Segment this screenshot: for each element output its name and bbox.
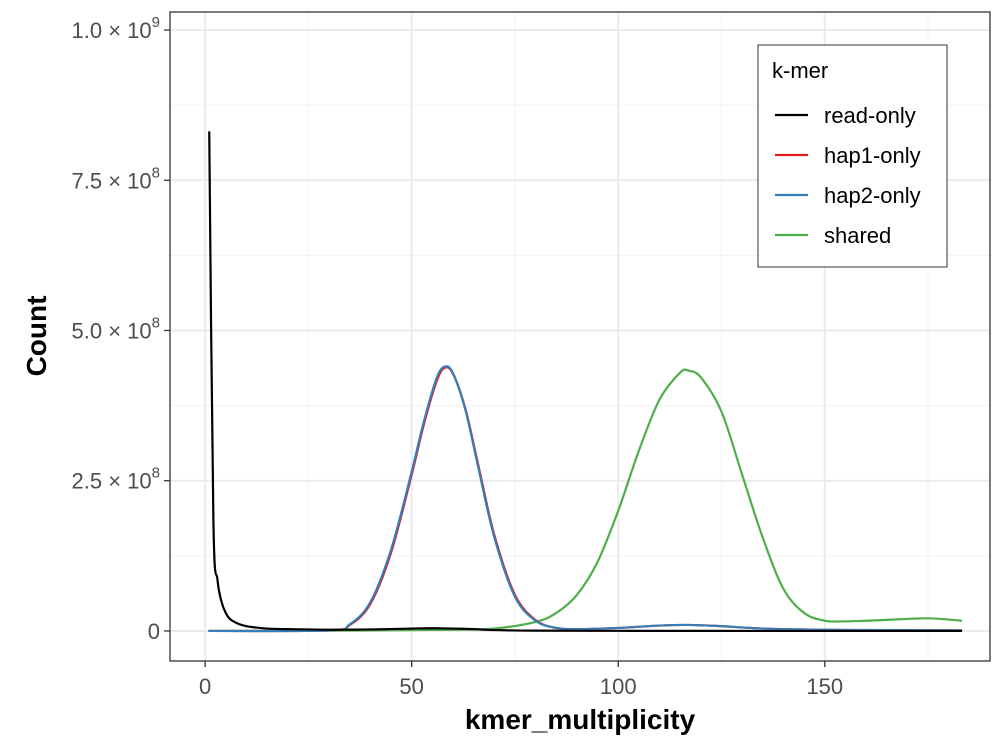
y-tick-label: 1.0 × 109 [72,14,160,43]
legend-title: k-mer [772,58,828,83]
series-line-read-only [208,131,963,633]
y-tick-mantissa: 2.5 × 10 [72,469,152,494]
y-tick-mantissa: 1.0 × 10 [72,18,152,43]
y-tick-exponent: 8 [152,314,160,331]
x-tick-label: 100 [600,674,637,699]
x-tick-label: 50 [399,674,423,699]
y-tick-mantissa: 7.5 × 10 [72,168,152,193]
y-tick-exponent: 9 [152,14,160,31]
legend-label-hap2-only: hap2-only [824,183,921,208]
y-tick-exponent: 8 [152,164,160,181]
y-tick-label: 7.5 × 108 [72,164,160,193]
legend-label-read-only: read-only [824,103,916,128]
x-axis-title: kmer_multiplicity [465,704,696,735]
y-tick-label: 0 [148,619,160,644]
series-line-shared [208,368,963,633]
y-tick-exponent: 8 [152,465,160,482]
series-line-hap2-only [208,365,963,633]
legend-label-hap1-only: hap1-only [824,143,921,168]
x-tick-label: 0 [199,674,211,699]
legend-items: read-only hap1-only hap2-only shared [775,103,921,248]
legend: k-mer read-only hap1-only hap2-only shared [757,44,948,268]
y-tick-mantissa: 5.0 × 10 [72,318,152,343]
y-tick-label: 2.5 × 108 [72,465,160,494]
y-tick-mantissa: 0 [148,619,160,644]
legend-label-shared: shared [824,223,891,248]
y-axis-title: Count [21,296,52,377]
series-lines [208,131,963,633]
y-tick-label: 5.0 × 108 [72,314,160,343]
major-gridlines [170,12,990,661]
x-tick-label: 150 [806,674,843,699]
plot-panel-border [169,11,991,662]
